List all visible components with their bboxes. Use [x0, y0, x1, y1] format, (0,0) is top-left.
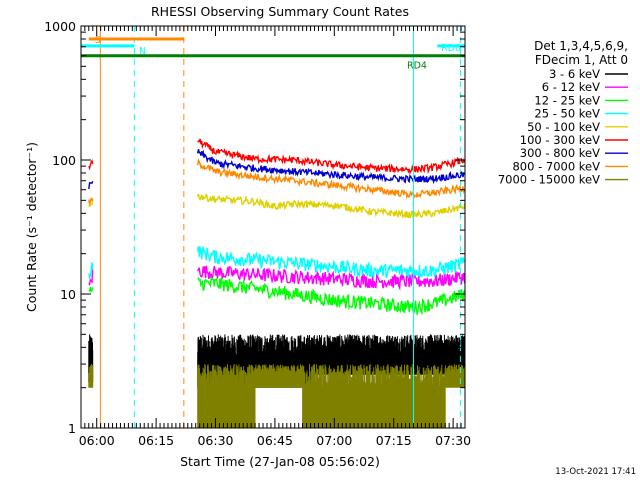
y-tick-label: 1	[68, 421, 76, 436]
series-line	[197, 245, 466, 279]
y-tick-label: 10	[60, 287, 76, 302]
y-tick-label: 100	[52, 153, 76, 168]
x-tick-label: 06:00	[79, 433, 115, 448]
series-band	[444, 364, 466, 388]
legend-entry-label: 800 - 7000 keV	[512, 159, 600, 173]
x-tick-label: 06:30	[197, 433, 233, 448]
legend-entry-label: 25 - 50 keV	[534, 107, 600, 121]
legend-title-line-2: FDecim 1, Att 0	[535, 53, 628, 67]
chart-title: RHESSI Observing Summary Count Rates	[151, 4, 409, 19]
series-band	[314, 334, 466, 375]
series-band	[88, 334, 94, 383]
series-line	[197, 138, 466, 176]
flag-label: N	[139, 46, 146, 57]
flag-label: RD4	[407, 61, 427, 72]
legend-entry-label: 12 - 25 keV	[534, 93, 600, 107]
x-tick-label: 06:45	[257, 433, 293, 448]
legend-entry-label: 100 - 300 keV	[520, 133, 600, 147]
legend-entry-label: 3 - 6 keV	[549, 67, 600, 81]
series-line	[197, 158, 466, 201]
series-line	[88, 199, 94, 208]
series-band	[302, 364, 446, 428]
series-line	[197, 193, 466, 219]
legend: Det 1,3,4,5,6,9, FDecim 1, Att 0 3 - 6 k…	[498, 39, 628, 187]
series-band	[254, 364, 304, 388]
legend-entry-label: 50 - 100 keV	[527, 120, 600, 134]
plot-frame	[80, 25, 466, 429]
series-line	[88, 269, 94, 287]
series-band	[88, 364, 94, 388]
series-line	[88, 196, 94, 205]
generation-timestamp: 13-Oct-2021 17:41	[555, 467, 636, 477]
y-tick-label: 1000	[44, 19, 76, 34]
series-line	[88, 262, 94, 280]
series-line	[88, 180, 94, 190]
legend-title-line-1: Det 1,3,4,5,6,9,	[534, 39, 628, 53]
legend-entry-label: 7000 - 15000 keV	[498, 173, 600, 187]
series-line	[197, 265, 466, 291]
series-line	[88, 286, 94, 293]
series-band	[197, 364, 256, 428]
x-tick-label: 06:15	[138, 433, 174, 448]
flag-label: S	[95, 35, 101, 46]
legend-entry-label: 6 - 12 keV	[542, 80, 600, 94]
legend-entry-label: 300 - 800 keV	[520, 146, 600, 160]
flag-label: RD0	[441, 43, 461, 54]
x-tick-label: 07:00	[316, 433, 352, 448]
x-tick-label: 07:30	[435, 433, 471, 448]
x-tick-label: 07:15	[376, 433, 412, 448]
y-axis-label: Count Rate (s⁻¹ detector⁻¹)	[24, 142, 39, 312]
series-line	[197, 275, 466, 317]
x-axis-label: Start Time (27-Jan-08 05:56:02)	[180, 454, 380, 469]
series-line	[197, 149, 466, 185]
series-line	[88, 159, 94, 171]
